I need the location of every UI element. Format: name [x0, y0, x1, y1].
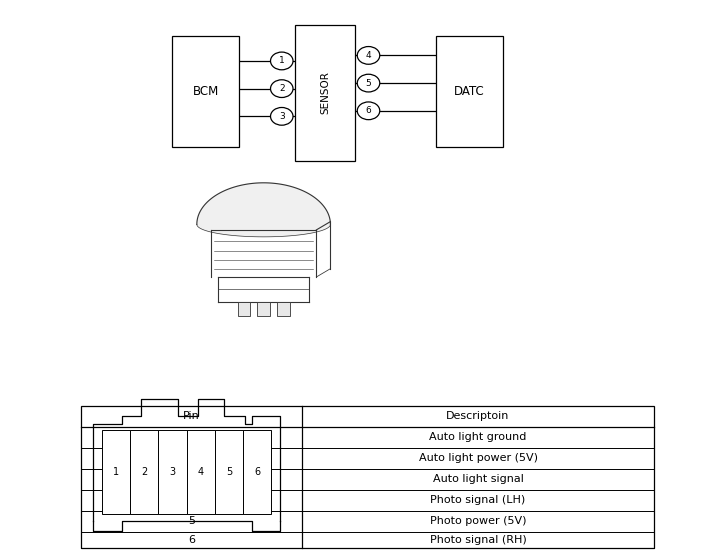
Bar: [158, 430, 187, 514]
Bar: [295, 25, 355, 161]
Bar: [81, 406, 654, 548]
Bar: [215, 430, 243, 514]
Bar: [102, 430, 130, 514]
Text: SENSOR: SENSOR: [320, 71, 330, 114]
Text: Pin: Pin: [183, 411, 200, 421]
Text: 5: 5: [366, 79, 371, 88]
Text: 1: 1: [188, 432, 195, 442]
Text: BCM: BCM: [193, 85, 219, 98]
Bar: [436, 36, 503, 147]
Circle shape: [271, 80, 293, 98]
Bar: [243, 430, 271, 514]
Text: Photo signal (LH): Photo signal (LH): [430, 495, 526, 505]
Text: 1: 1: [113, 467, 119, 478]
Bar: [257, 302, 270, 316]
Text: DATC: DATC: [454, 85, 484, 98]
Text: 5: 5: [188, 516, 195, 526]
Text: Photo signal (RH): Photo signal (RH): [430, 535, 527, 545]
Text: 6: 6: [188, 535, 195, 545]
Text: 2: 2: [141, 467, 148, 478]
Text: 2: 2: [188, 453, 195, 463]
Bar: [277, 302, 290, 316]
Bar: [238, 302, 250, 316]
Text: Auto light signal: Auto light signal: [432, 474, 524, 484]
Text: 3: 3: [188, 474, 195, 484]
Circle shape: [271, 107, 293, 125]
Text: 6: 6: [366, 106, 371, 115]
Text: Descriptoin: Descriptoin: [446, 411, 510, 421]
Text: Photo power (5V): Photo power (5V): [430, 516, 527, 526]
Bar: [172, 36, 239, 147]
Circle shape: [271, 52, 293, 70]
Bar: [187, 430, 215, 514]
Text: 4: 4: [198, 467, 204, 478]
Text: Auto light ground: Auto light ground: [430, 432, 527, 442]
Text: 4: 4: [366, 51, 371, 60]
Text: Auto light power (5V): Auto light power (5V): [418, 453, 538, 463]
Text: 5: 5: [226, 467, 232, 478]
Circle shape: [357, 74, 380, 92]
Text: 6: 6: [254, 467, 260, 478]
Bar: [130, 430, 158, 514]
Text: 3: 3: [279, 112, 285, 121]
Circle shape: [357, 102, 380, 120]
Polygon shape: [197, 183, 330, 237]
Text: 1: 1: [279, 57, 285, 65]
Text: 3: 3: [169, 467, 176, 478]
Text: 4: 4: [188, 495, 195, 505]
Text: 2: 2: [279, 84, 285, 93]
Circle shape: [357, 47, 380, 64]
